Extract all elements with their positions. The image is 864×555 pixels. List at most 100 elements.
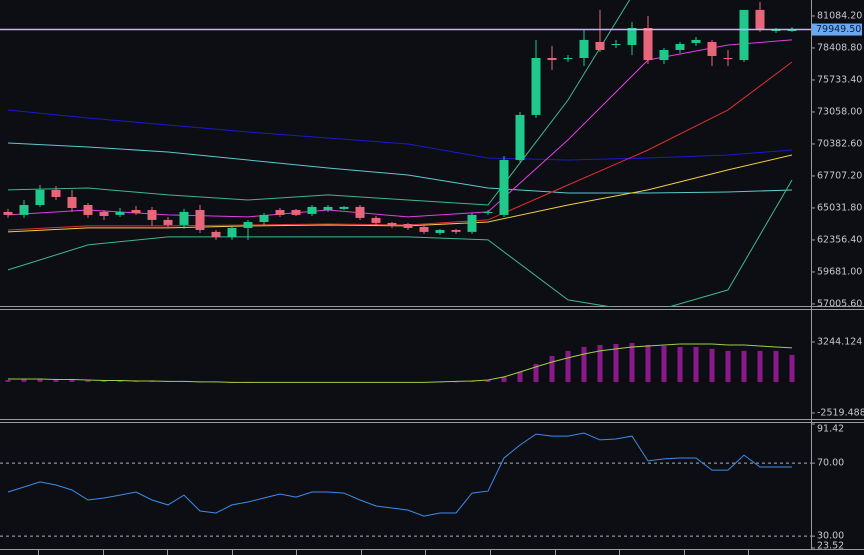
histogram-bar: [37, 379, 43, 382]
candle: [275, 207, 285, 217]
candle-body: [307, 206, 317, 214]
candle: [115, 207, 125, 217]
histogram-bar: [661, 345, 667, 382]
histogram-bar: [549, 355, 555, 382]
candle: [99, 210, 109, 220]
candle: [147, 206, 157, 226]
candle-body: [339, 206, 349, 209]
candle-body: [131, 210, 141, 213]
candle: [243, 219, 253, 240]
candle-body: [643, 27, 653, 61]
candle: [691, 36, 701, 46]
candle: [179, 208, 189, 229]
candle-body: [611, 44, 621, 46]
candle-body: [243, 221, 253, 228]
candle-body: [531, 58, 541, 115]
candle-body: [211, 231, 221, 237]
last-price-box: [812, 23, 862, 36]
candle-body: [435, 229, 445, 233]
candle: [675, 41, 685, 53]
histogram-bar: [53, 378, 59, 382]
y-tick-label: 81084.20: [817, 10, 862, 21]
histogram-bar: [85, 379, 91, 382]
candle: [3, 208, 13, 218]
plot-area: [5, 342, 795, 383]
candle: [195, 204, 205, 233]
candle-body: [691, 39, 701, 43]
histogram-bar: [789, 354, 795, 382]
candle: [163, 216, 173, 228]
candle: [755, 2, 765, 32]
histogram-bar: [773, 350, 779, 382]
candle: [371, 215, 381, 225]
candle: [419, 224, 429, 234]
candle-body: [179, 211, 189, 225]
candle-body: [3, 211, 13, 215]
histogram-bar: [485, 379, 491, 382]
candle: [323, 204, 333, 212]
y-tick-label: 67707.20: [817, 170, 862, 181]
y-tick-label: 70.00: [817, 458, 844, 469]
y-tick-label: 62356.40: [817, 234, 862, 245]
candle-body: [19, 204, 29, 215]
candle-body: [115, 211, 125, 215]
candle: [611, 39, 621, 48]
time-axis-ticks: [38, 550, 749, 555]
histogram-bar: [565, 350, 571, 382]
candle: [483, 210, 493, 215]
indicator-line: [7, 0, 631, 206]
candle: [19, 199, 29, 218]
histogram-bar: [677, 346, 683, 382]
y-tick-label: 59681.00: [817, 266, 862, 277]
plot-area: [3, 0, 797, 307]
candle-body: [723, 58, 733, 60]
histogram-bar: [501, 376, 507, 382]
y-tick-label: 75733.40: [817, 74, 862, 85]
candle-body: [739, 9, 749, 61]
candle: [291, 208, 301, 216]
candle-body: [627, 27, 637, 45]
histogram-bar: [517, 371, 523, 382]
candle-body: [419, 226, 429, 232]
candle-body: [595, 41, 605, 50]
candle: [515, 111, 525, 162]
histogram-bar: [613, 343, 619, 382]
candle: [387, 221, 397, 228]
candle: [339, 205, 349, 211]
candle: [51, 185, 61, 200]
candle-body: [707, 41, 717, 56]
candle: [35, 185, 45, 207]
candle: [307, 204, 317, 216]
candle: [595, 9, 605, 52]
candle: [227, 224, 237, 240]
candle-body: [99, 211, 109, 216]
histogram-bar: [709, 348, 715, 382]
histogram-bar: [629, 342, 635, 382]
candle-body: [387, 222, 397, 226]
candle: [131, 205, 141, 215]
candle-body: [227, 227, 237, 237]
candle-body: [451, 229, 461, 232]
candle: [531, 39, 541, 118]
indicator-line: [7, 39, 793, 218]
candle-body: [403, 224, 413, 228]
candle-body: [147, 210, 157, 220]
y-tick-label: 73058.00: [817, 106, 862, 117]
candle-body: [579, 39, 589, 59]
candle-body: [323, 206, 333, 211]
y-tick-label: 57005.60: [817, 298, 862, 309]
candle: [355, 204, 365, 220]
candle-body: [755, 9, 765, 31]
candle-body: [467, 214, 477, 232]
candle-body: [483, 211, 493, 213]
candle: [435, 228, 445, 235]
y-tick-label: 91.42: [817, 424, 844, 435]
candle-body: [35, 189, 45, 205]
y-tick-label: 30.00: [817, 531, 844, 542]
candle: [643, 16, 653, 64]
candle-body: [371, 217, 381, 223]
candle-body: [355, 206, 365, 218]
